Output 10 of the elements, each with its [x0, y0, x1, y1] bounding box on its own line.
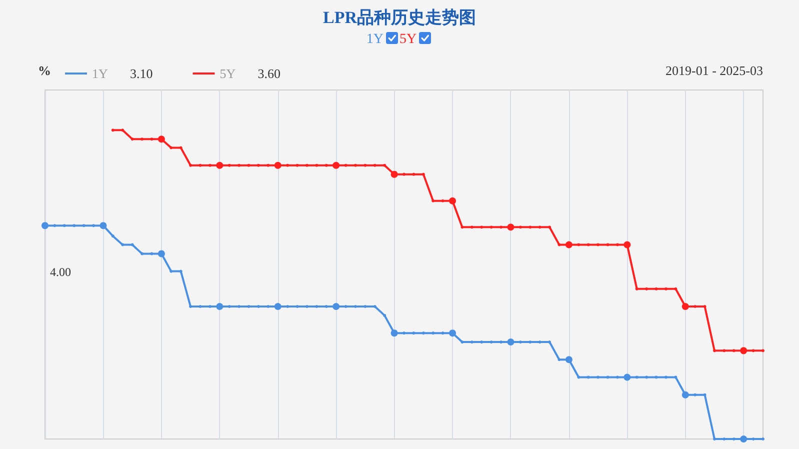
annotation: 4.00	[50, 265, 71, 279]
text: 2019-01 - 2025-03	[666, 63, 764, 78]
text: 3.10	[130, 66, 153, 81]
text: 3.60	[258, 66, 280, 81]
text: 1Y	[366, 32, 384, 47]
chart-title: LPR品种历史走势图	[322, 7, 477, 28]
text: 5Y	[400, 32, 417, 47]
legend-label: 5Y	[220, 66, 236, 81]
legend-label: 1Y	[92, 66, 108, 81]
y-axis-title: %	[38, 63, 51, 78]
